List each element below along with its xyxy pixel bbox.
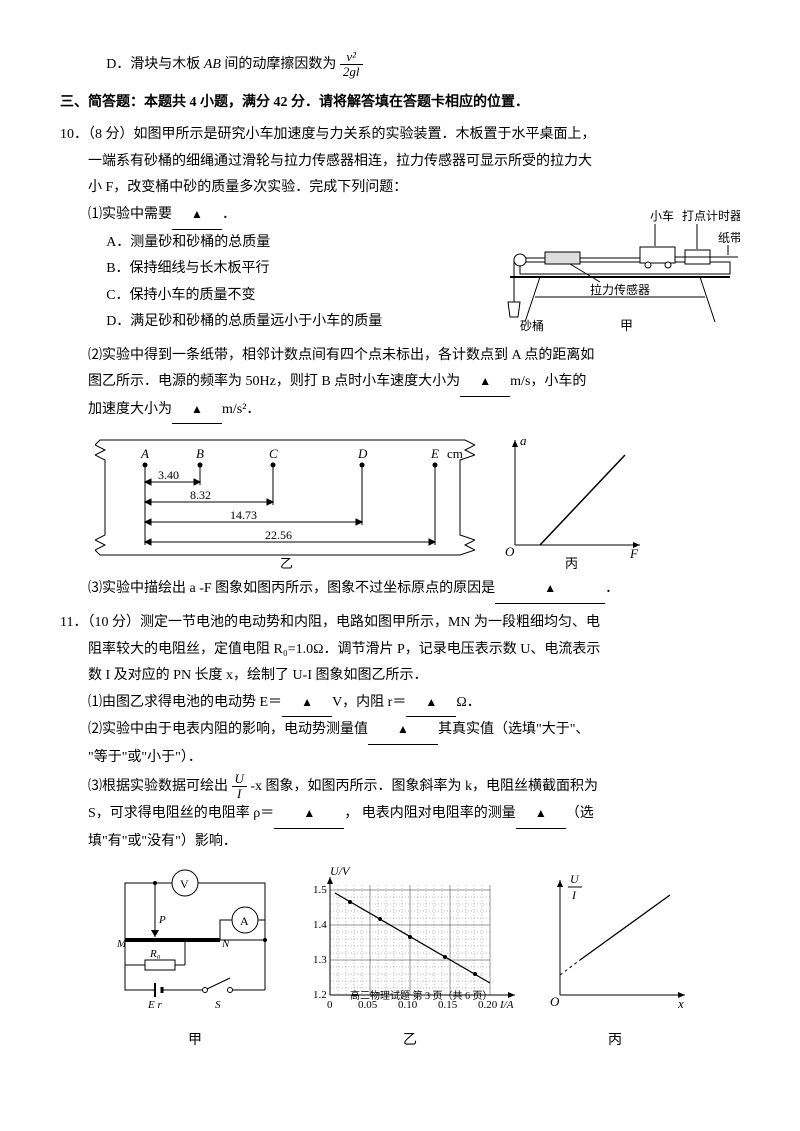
q11-p3a: ⑶根据实验数据可绘出 UI -x 图象，如图丙所示．图象斜率为 k，电阻丝横截面…: [60, 772, 740, 802]
svg-text:F: F: [629, 546, 639, 561]
svg-text:打点计时器: 打点计时器: [682, 209, 740, 223]
svg-text:丙: 丙: [565, 556, 578, 570]
svg-text:O: O: [550, 994, 560, 1009]
q11-stem-b: 阻率较大的电阻丝，定值电阻 R₀=1.0Ω．调节滑片 P，记录电压表示数 U、电…: [60, 637, 740, 664]
circuit-cap: 甲: [110, 1028, 280, 1055]
tape-and-graph-row: A B C D E cm 3.40 8.32: [95, 430, 740, 570]
q11-p2: ⑵实验中由于电表内阻的影响，电动势测量值▲其真实值（选填"大于"、: [60, 717, 740, 745]
a-F-graph: a F O 丙: [495, 430, 645, 570]
svg-text:I/A: I/A: [499, 999, 514, 1011]
svg-text:1.3: 1.3: [313, 954, 327, 966]
circuit-diagram: V A M N P: [110, 865, 280, 1054]
svg-text:14.73: 14.73: [230, 508, 257, 522]
svg-text:1.2: 1.2: [313, 989, 327, 1001]
svg-text:砂桶: 砂桶: [520, 318, 544, 332]
svg-text:V: V: [180, 877, 189, 891]
blank: ▲: [460, 369, 510, 397]
svg-text:E: E: [430, 446, 439, 461]
q10-C: C．保持小车的质量不变: [60, 283, 480, 310]
svg-text:a: a: [520, 433, 527, 448]
svg-text:纸带: 纸带: [718, 231, 740, 245]
q10-B: B．保持细线与长木板平行: [60, 256, 480, 283]
apparatus-diagram: 小车 打点计时器 纸带 拉力传感器 砂桶 甲: [490, 202, 740, 343]
q10-p2a: ⑵实验中得到一条纸带，相邻计数点间有四个点未标出，各计数点到 A 点的距离如: [60, 343, 740, 370]
lbl-cart: 小车: [650, 208, 674, 223]
q11-p1: ⑴由图乙求得电池的电动势 E＝▲V，内阻 r＝▲Ω．: [60, 690, 740, 718]
q10-stem-b: 一端系有砂桶的细绳通过滑轮与拉力传感器相连，拉力传感器可显示所受的拉力大: [60, 149, 740, 176]
blank: ▲: [495, 576, 605, 604]
q10-p3: ⑶实验中描绘出 a -F 图象如图丙所示，图象不过坐标原点的原因是▲．: [60, 576, 740, 604]
svg-text:拉力传感器: 拉力传感器: [590, 282, 650, 297]
svg-text:0: 0: [327, 999, 333, 1011]
svg-text:S: S: [215, 999, 221, 1011]
svg-text:O: O: [505, 544, 515, 559]
svg-text:高三物理试题 第 3 页（共 6 页）: 高三物理试题 第 3 页（共 6 页）: [350, 989, 493, 1002]
svg-text:C: C: [269, 446, 278, 461]
svg-text:E r: E r: [147, 999, 162, 1011]
svg-text:A: A: [140, 446, 149, 461]
svg-text:甲: 甲: [620, 318, 633, 332]
svg-text:3.40: 3.40: [158, 468, 179, 482]
uix-cap: 丙: [540, 1028, 690, 1055]
svg-text:U/V: U/V: [330, 865, 351, 878]
q10-stem-a: 10．（8 分）如图甲所示是研究小车加速度与力关系的实验装置．木板置于水平桌面上…: [60, 122, 740, 149]
svg-text:cm: cm: [447, 446, 463, 461]
svg-text:A: A: [240, 914, 249, 928]
svg-text:1.4: 1.4: [313, 919, 327, 931]
svg-text:22.56: 22.56: [265, 528, 292, 542]
q11-p2c: "等于"或"小于"）．: [60, 745, 740, 772]
blank: ▲: [172, 202, 222, 230]
svg-text:8.32: 8.32: [190, 488, 211, 502]
option-d: D．滑块与木板 AB 间的动摩擦因数为 v² 2gl: [60, 50, 740, 80]
svg-text:D: D: [357, 446, 368, 461]
question-11: 11．（10 分）测定一节电池的电动势和内阻，电路如图甲所示，MN 为一段粗细均…: [60, 610, 740, 1055]
q10-p1: ⑴实验中需要▲．: [60, 202, 480, 230]
uix-graph: U I x O 丙: [540, 865, 690, 1054]
svg-text:乙: 乙: [280, 556, 293, 570]
section-3-heading: 三、简答题：本题共 4 小题，满分 42 分．请将解答填在答题卡相应的位置．: [60, 90, 740, 117]
q11-stem-c: 数 I 及对应的 PN 长度 x，绘制了 U-I 图象如图乙所示．: [60, 663, 740, 690]
q11-p3f: 填"有"或"没有"）影响．: [60, 829, 740, 856]
opt-d-frac: v² 2gl: [340, 50, 363, 80]
q10-stem-c: 小 F，改变桶中砂的质量多次实验．完成下列问题：: [60, 175, 740, 202]
svg-text:I: I: [571, 888, 577, 902]
question-10: 10．（8 分）如图甲所示是研究小车加速度与力关系的实验装置．木板置于水平桌面上…: [60, 122, 740, 604]
opt-d-mid: 间的动摩擦因数为: [224, 57, 336, 72]
q10-p2b: 图乙所示．电源的频率为 50Hz，则打 B 点时小车速度大小为▲m/s，小车的: [60, 369, 740, 397]
svg-text:B: B: [196, 446, 204, 461]
opt-d-ab: AB: [204, 57, 221, 72]
q10-D: D．满足砂和砂桶的总质量远小于小车的质量: [60, 309, 480, 336]
q11-diagrams: V A M N P: [60, 865, 740, 1054]
opt-d-text: D．滑块与木板: [106, 57, 200, 72]
ui-graph: U/V: [295, 865, 525, 1054]
q11-p3c: S，可求得电阻丝的电阻率 ρ＝▲， 电表内阻对电阻率的测量▲（选: [60, 801, 740, 829]
svg-text:1.5: 1.5: [313, 884, 327, 896]
tape-diagram: A B C D E cm 3.40 8.32: [95, 430, 475, 570]
svg-text:U: U: [570, 872, 580, 886]
q10-A: A．测量砂和砂桶的总质量: [60, 230, 480, 257]
svg-text:x: x: [677, 996, 684, 1011]
ui-cap: 乙: [295, 1028, 525, 1055]
q11-stem-a: 11．（10 分）测定一节电池的电动势和内阻，电路如图甲所示，MN 为一段粗细均…: [60, 610, 740, 637]
q10-p2c: 加速度大小为▲m/s²．: [60, 397, 740, 425]
blank: ▲: [172, 397, 222, 425]
svg-text:P: P: [158, 914, 166, 926]
svg-text:R₀: R₀: [149, 948, 161, 960]
